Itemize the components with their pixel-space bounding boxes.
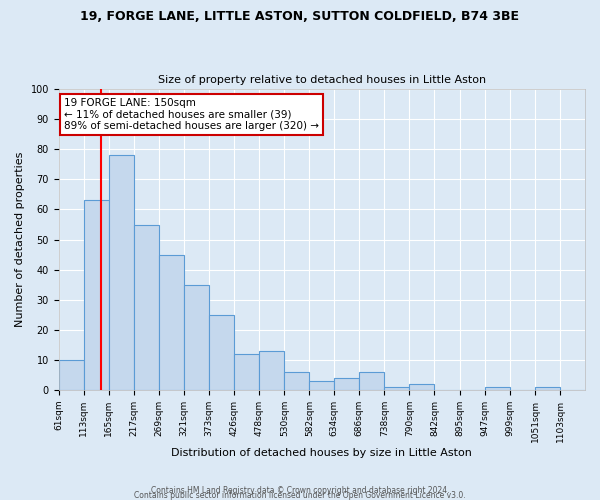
Bar bbox=[334, 378, 359, 390]
Bar bbox=[284, 372, 310, 390]
Bar bbox=[184, 284, 209, 390]
Bar bbox=[234, 354, 259, 390]
Bar bbox=[109, 156, 134, 390]
X-axis label: Distribution of detached houses by size in Little Aston: Distribution of detached houses by size … bbox=[172, 448, 472, 458]
Bar bbox=[485, 387, 510, 390]
Text: 19 FORGE LANE: 150sqm
← 11% of detached houses are smaller (39)
89% of semi-deta: 19 FORGE LANE: 150sqm ← 11% of detached … bbox=[64, 98, 319, 132]
Bar bbox=[59, 360, 83, 390]
Title: Size of property relative to detached houses in Little Aston: Size of property relative to detached ho… bbox=[158, 76, 486, 86]
Text: Contains HM Land Registry data © Crown copyright and database right 2024.: Contains HM Land Registry data © Crown c… bbox=[151, 486, 449, 495]
Bar bbox=[259, 351, 284, 390]
Text: 19, FORGE LANE, LITTLE ASTON, SUTTON COLDFIELD, B74 3BE: 19, FORGE LANE, LITTLE ASTON, SUTTON COL… bbox=[80, 10, 520, 23]
Bar bbox=[159, 254, 184, 390]
Bar bbox=[359, 372, 385, 390]
Bar bbox=[83, 200, 109, 390]
Y-axis label: Number of detached properties: Number of detached properties bbox=[15, 152, 25, 328]
Bar bbox=[134, 224, 159, 390]
Bar bbox=[535, 387, 560, 390]
Bar bbox=[209, 315, 234, 390]
Bar bbox=[310, 381, 334, 390]
Text: Contains public sector information licensed under the Open Government Licence v3: Contains public sector information licen… bbox=[134, 490, 466, 500]
Bar bbox=[385, 387, 409, 390]
Bar bbox=[409, 384, 434, 390]
